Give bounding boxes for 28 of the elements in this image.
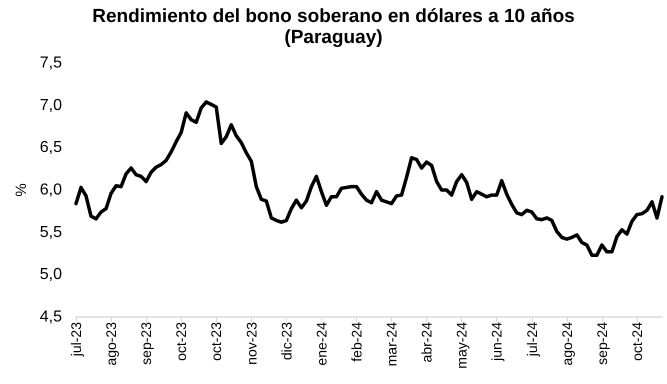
x-tick-label: may-24	[454, 322, 470, 369]
y-tick-label: 7,0	[40, 96, 62, 114]
x-tick-label: jun-24	[488, 322, 505, 362]
x-tick-label: abr-24	[418, 322, 435, 362]
x-tick-label: sep-23	[138, 322, 154, 365]
x-tick-label: mar-24	[384, 322, 400, 366]
x-tick-label: oct-23	[208, 322, 224, 361]
x-tick-label: jul-24	[524, 322, 540, 358]
x-tick-label: ago-23	[103, 322, 120, 366]
x-tick-label: jul-23	[68, 322, 84, 358]
x-tick-label: oct-24	[628, 322, 645, 361]
x-tick-label: ene-24	[313, 322, 330, 366]
x-tick-label: feb-24	[348, 322, 364, 362]
x-tick-label: oct-23	[173, 322, 190, 361]
chart-title: Rendimiento del bono soberano en dólares a 10 años	[92, 6, 575, 27]
x-tick-label: nov-23	[243, 322, 260, 365]
y-tick-label: 7,5	[40, 54, 62, 72]
y-tick-label: 5,0	[40, 266, 62, 284]
x-tick-label: dic-23	[278, 322, 294, 360]
line-series	[74, 100, 664, 257]
y-tick-label: 4,5	[40, 308, 62, 326]
y-axis-title: %	[12, 183, 30, 197]
x-tick-label: ago-24	[558, 322, 575, 366]
chart-subtitle: (Paraguay)	[284, 27, 383, 48]
y-tick-label: 6,5	[40, 139, 62, 156]
y-tick-label: 5,5	[40, 224, 62, 241]
x-tick-label: sep-24	[594, 322, 610, 365]
y-tick-label: 6,0	[40, 182, 62, 198]
